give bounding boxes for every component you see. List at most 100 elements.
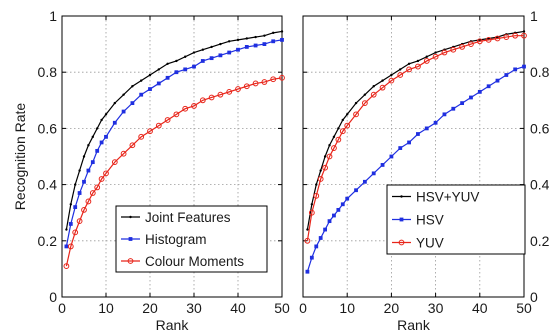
data-point — [363, 93, 367, 96]
data-point — [346, 113, 349, 116]
data-point — [87, 144, 90, 147]
data-point — [315, 183, 318, 186]
y-axis-label: Recognition Rate — [12, 103, 28, 211]
data-point — [72, 229, 79, 236]
data-point — [313, 192, 320, 199]
data-point — [175, 59, 178, 63]
data-point — [416, 132, 420, 136]
data-point — [131, 85, 134, 88]
legend-entry: Colour Moments — [121, 254, 244, 269]
data-point — [113, 101, 117, 105]
data-point — [90, 160, 95, 165]
data-point — [69, 203, 73, 206]
axes-frame — [302, 15, 525, 298]
y-tick-label: 0.2 — [530, 233, 550, 249]
data-point — [184, 55, 187, 58]
y-tick-label: 0.6 — [530, 120, 550, 136]
data-point — [485, 36, 492, 43]
data-point — [127, 258, 134, 264]
data-point — [309, 255, 314, 260]
data-point — [397, 72, 404, 78]
data-point — [372, 85, 375, 88]
series-hsv — [305, 64, 526, 274]
data-point — [327, 219, 332, 224]
data-point — [361, 100, 368, 107]
data-point — [111, 159, 118, 166]
data-point — [503, 34, 510, 40]
data-point — [96, 127, 99, 130]
data-point — [486, 84, 491, 89]
data-point — [219, 42, 222, 46]
series-line — [65, 30, 283, 230]
data-point — [318, 236, 323, 240]
data-point — [130, 101, 135, 106]
data-point — [65, 228, 68, 231]
data-point — [398, 146, 403, 150]
data-point — [380, 163, 385, 167]
data-point — [495, 78, 500, 83]
legend: Joint Features Histogram Colour Moments — [115, 205, 268, 273]
x-tick-label: 20 — [142, 300, 158, 316]
data-point — [399, 68, 402, 71]
data-point — [406, 66, 412, 73]
data-point — [521, 32, 527, 39]
data-point — [340, 202, 345, 207]
data-point — [155, 122, 162, 129]
series-yuv — [304, 32, 527, 244]
data-point — [174, 70, 179, 75]
data-point — [140, 79, 143, 82]
data-point — [432, 53, 439, 60]
legend-label: Colour Moments — [145, 254, 244, 269]
data-point — [522, 64, 526, 69]
data-point — [103, 170, 109, 177]
data-point — [451, 106, 456, 111]
legend-entry: HSV — [392, 213, 444, 228]
data-point — [120, 150, 127, 157]
x-tick-label: 0 — [299, 300, 307, 316]
data-point — [78, 169, 81, 172]
x-tick-label: 20 — [384, 300, 400, 316]
data-point — [98, 176, 105, 182]
data-point — [191, 103, 197, 109]
data-point — [200, 59, 205, 63]
data-point — [252, 80, 259, 87]
chart-panel-1: 0 10 20 30 40 50 0 0.2 0.4 0.6 0.8 1 Rank Recognition… — [12, 8, 290, 332]
data-point — [371, 171, 376, 176]
data-point — [173, 111, 180, 118]
data-point — [323, 155, 327, 158]
data-point — [77, 191, 82, 195]
data-point — [148, 73, 152, 77]
data-point — [85, 198, 92, 205]
data-point — [322, 164, 329, 171]
data-point — [423, 58, 430, 64]
data-point — [157, 68, 160, 71]
data-point — [64, 244, 69, 249]
data-point — [95, 148, 100, 153]
data-point — [164, 117, 171, 123]
x-tick-label: 30 — [428, 300, 444, 316]
data-point — [192, 64, 196, 69]
x-tick-label: 10 — [98, 300, 114, 316]
data-point — [166, 62, 169, 65]
data-point — [91, 135, 95, 139]
data-point — [459, 44, 466, 50]
data-point — [82, 179, 86, 184]
data-point — [305, 269, 310, 274]
x-tick-label: 40 — [230, 300, 246, 316]
data-point — [244, 45, 249, 49]
data-point — [389, 154, 394, 159]
data-point — [182, 105, 189, 112]
data-point — [407, 140, 411, 145]
data-point — [76, 218, 83, 225]
data-point — [138, 133, 145, 140]
data-point — [73, 205, 78, 209]
y-tick-label: 0.2 — [38, 233, 58, 249]
data-point — [345, 196, 350, 201]
data-point — [306, 228, 309, 231]
data-point — [147, 128, 153, 135]
data-point — [217, 91, 224, 98]
x-tick-label: 40 — [472, 300, 488, 316]
y-tick-label: 0 — [49, 289, 57, 305]
data-point — [263, 34, 266, 37]
